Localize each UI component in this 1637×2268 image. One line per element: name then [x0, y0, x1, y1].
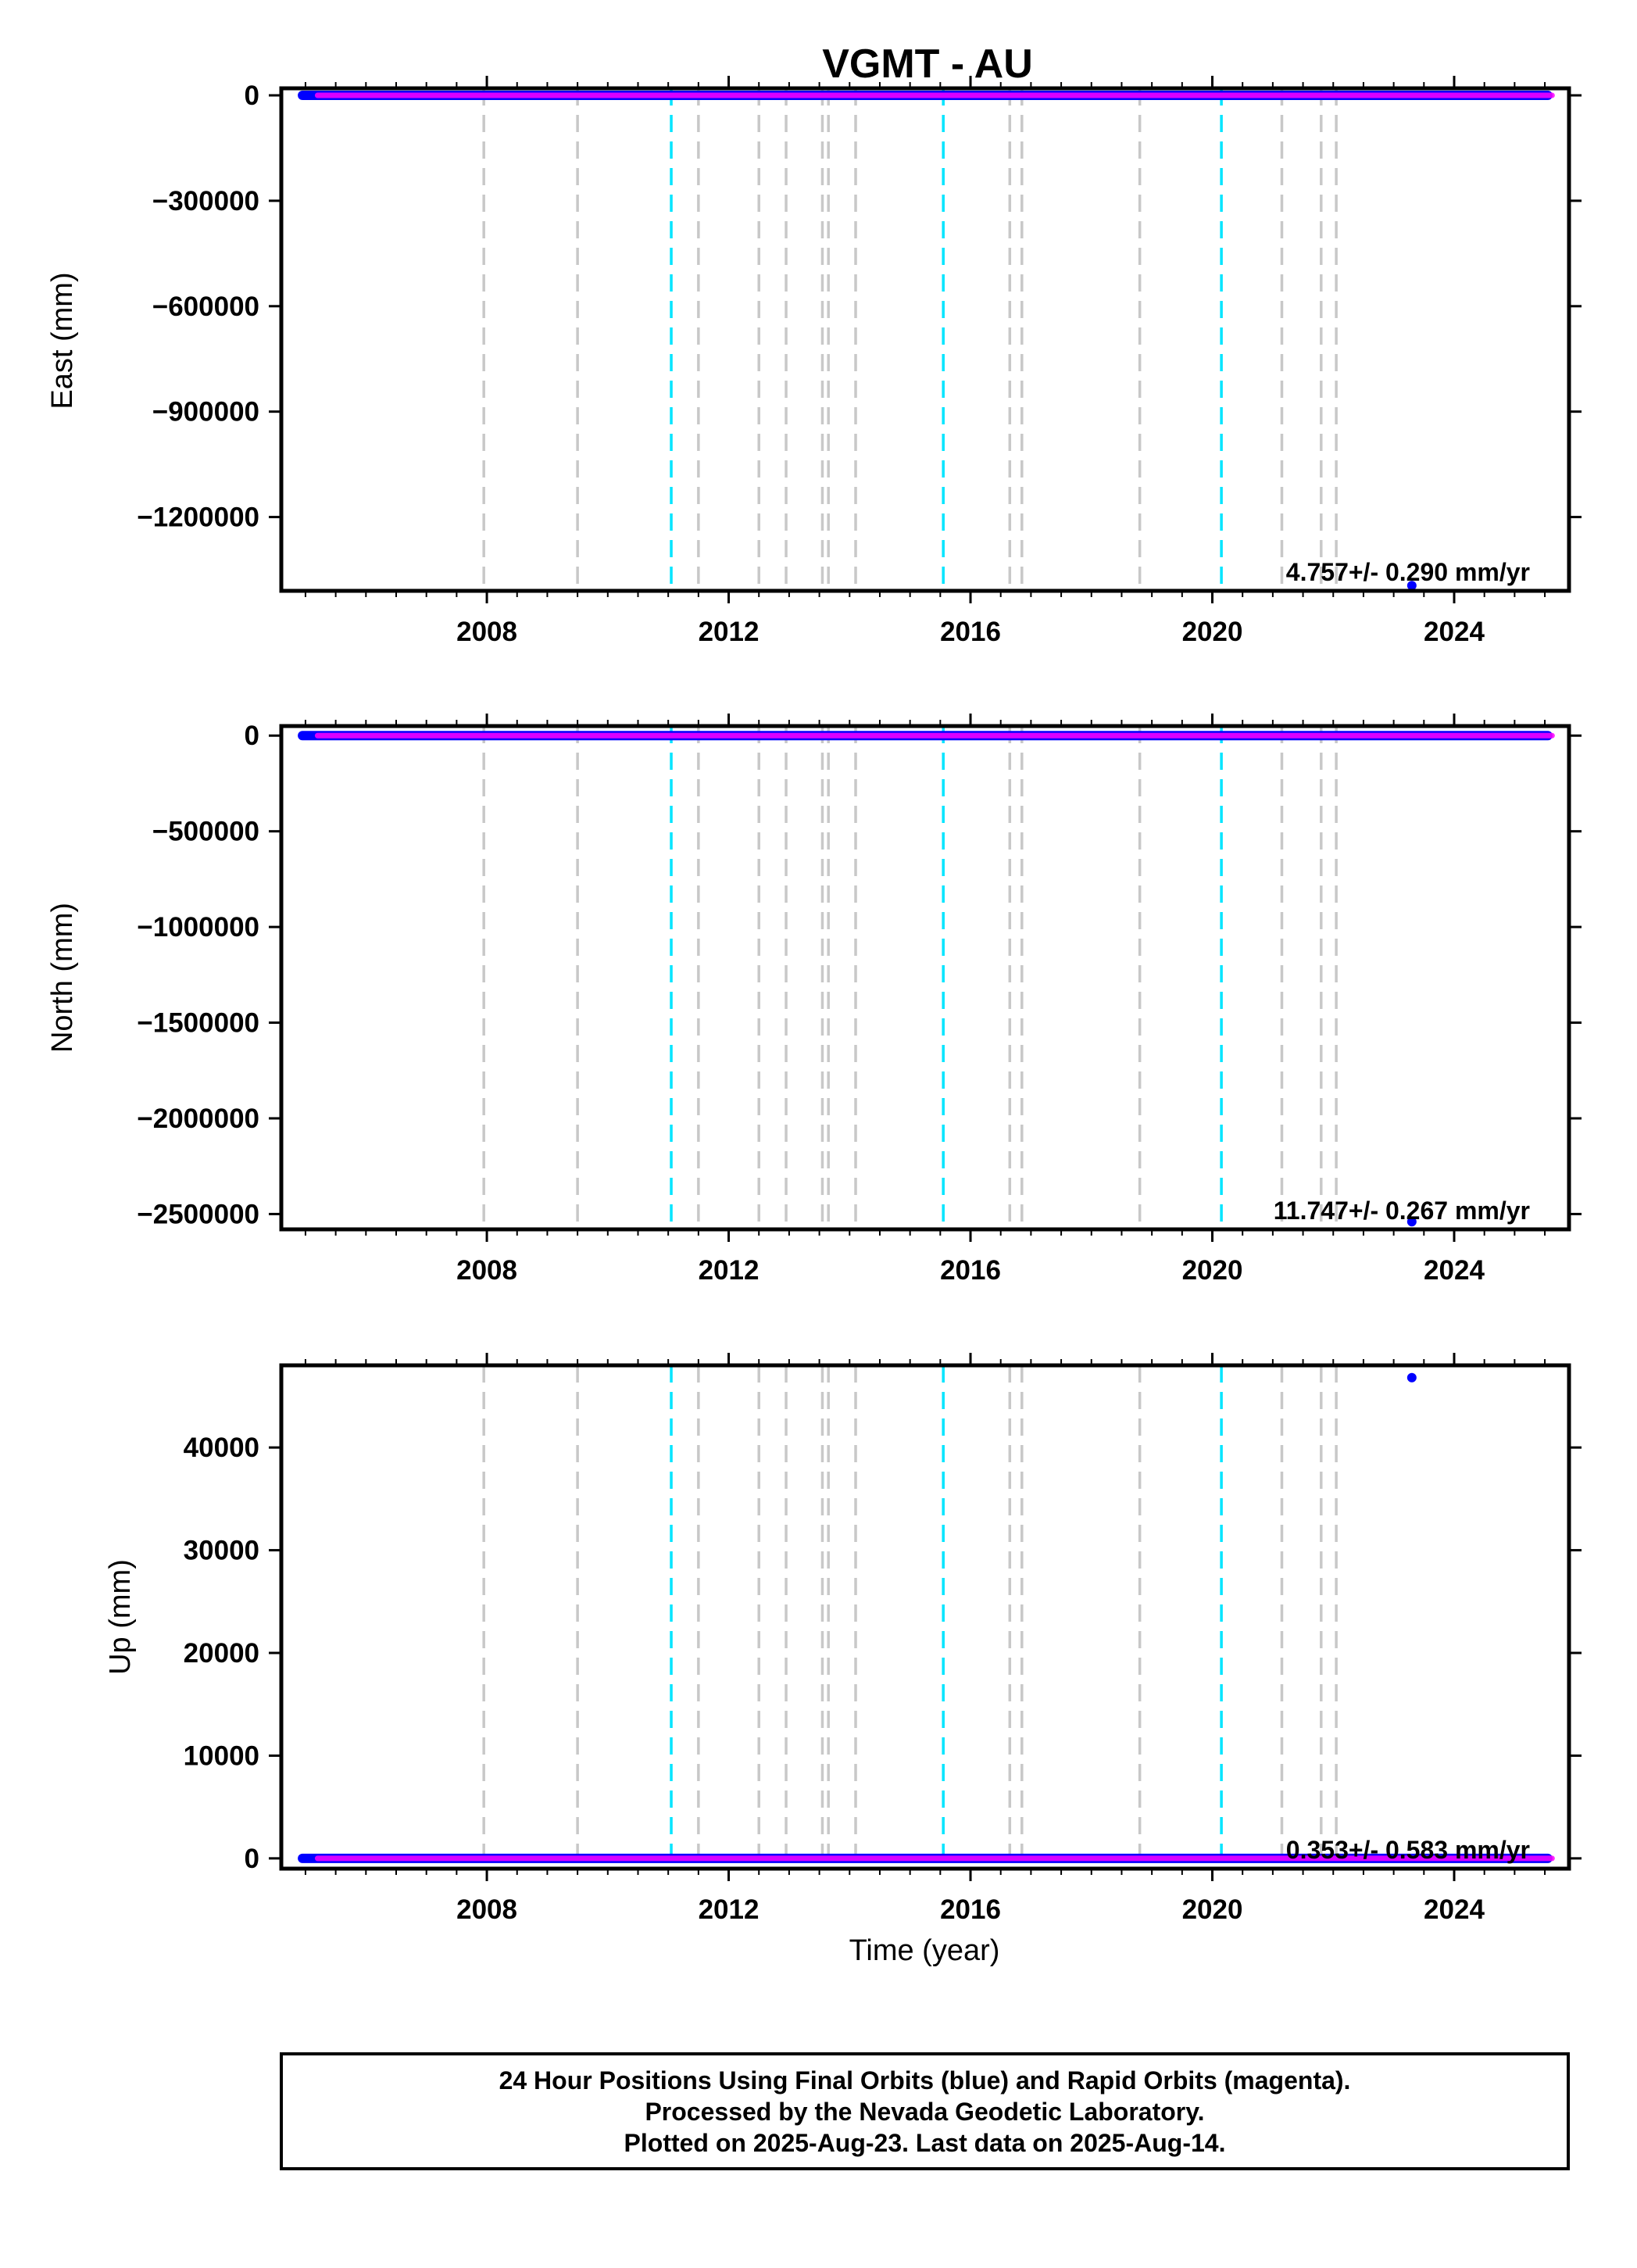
y-tick-label: −900000 [152, 397, 259, 427]
y-tick-label: 20000 [184, 1638, 259, 1669]
velocity-annotation: 11.747+/- 0.267 mm/yr [1274, 1197, 1530, 1225]
x-tick-label: 2012 [699, 1894, 760, 1925]
panel-1: 2008 2012 2016 2020 2024 0 −300000 −600000 −9000… [46, 76, 1582, 647]
y-tick-label: 40000 [184, 1433, 259, 1463]
y-tick-label: 0 [245, 1844, 259, 1874]
x-tick-label: 2024 [1424, 617, 1485, 647]
y-axis-title: North (mm) [46, 903, 79, 1053]
x-tick-label: 2008 [456, 1894, 517, 1925]
chart-title: VGMT - AU [822, 41, 1033, 87]
y-tick-label: −1200000 [137, 503, 259, 533]
outlier-point [1406, 1372, 1417, 1383]
y-tick-label: 10000 [184, 1740, 259, 1771]
x-tick-label: 2024 [1424, 1255, 1485, 1286]
y-tick-label: 30000 [184, 1536, 259, 1566]
x-tick-label: 2016 [940, 617, 1001, 647]
y-tick-label: −300000 [152, 186, 259, 216]
x-axis-title: Time (year) [849, 1934, 1000, 1967]
velocity-annotation: 4.757+/- 0.290 mm/yr [1286, 558, 1530, 586]
outlier-point [1406, 1217, 1417, 1227]
outlier-point [1406, 581, 1417, 591]
y-tick-label: −2000000 [137, 1104, 259, 1134]
x-tick-label: 2012 [699, 1255, 760, 1286]
x-tick-label: 2008 [456, 617, 517, 647]
caption-box: 24 Hour Positions Using Final Orbits (bl… [280, 2052, 1570, 2170]
x-tick-label: 2016 [940, 1255, 1001, 1286]
caption-line-orbits: 24 Hour Positions Using Final Orbits (bl… [499, 2066, 1351, 2095]
y-tick-label: −500000 [152, 817, 259, 847]
velocity-annotation: 0.353+/- 0.583 mm/yr [1286, 1836, 1530, 1864]
y-tick-label: −1500000 [137, 1008, 259, 1039]
y-tick-label: −1000000 [137, 912, 259, 943]
y-tick-label: −600000 [152, 292, 259, 322]
y-tick-label: 0 [245, 80, 259, 111]
caption-line-processed-by: Processed by the Nevada Geodetic Laborat… [645, 2097, 1205, 2126]
y-axis-title: Up (mm) [104, 1559, 137, 1675]
y-axis-title: East (mm) [46, 272, 79, 409]
x-tick-label: 2020 [1182, 617, 1243, 647]
x-tick-label: 2008 [456, 1255, 517, 1286]
caption-line-plotted-date: Plotted on 2025-Aug-23. Last data on 202… [624, 2128, 1226, 2157]
x-tick-label: 2020 [1182, 1894, 1243, 1925]
x-tick-label: 2016 [940, 1894, 1001, 1925]
x-tick-label: 2020 [1182, 1255, 1243, 1286]
panel-3: 2008 2012 2016 2020 2024 0 10000 20000 30000 4000… [104, 1353, 1582, 1925]
plot-frame [279, 724, 1571, 1232]
y-tick-label: 0 [245, 721, 259, 751]
x-tick-label: 2024 [1424, 1894, 1485, 1925]
plot-frame [279, 86, 1571, 593]
x-tick-label: 2012 [699, 617, 760, 647]
plot-frame [279, 1363, 1571, 1871]
panel-2: 2008 2012 2016 2020 2024 0 −500000 −1000000 −150… [46, 714, 1582, 1286]
y-tick-label: −2500000 [137, 1199, 259, 1229]
